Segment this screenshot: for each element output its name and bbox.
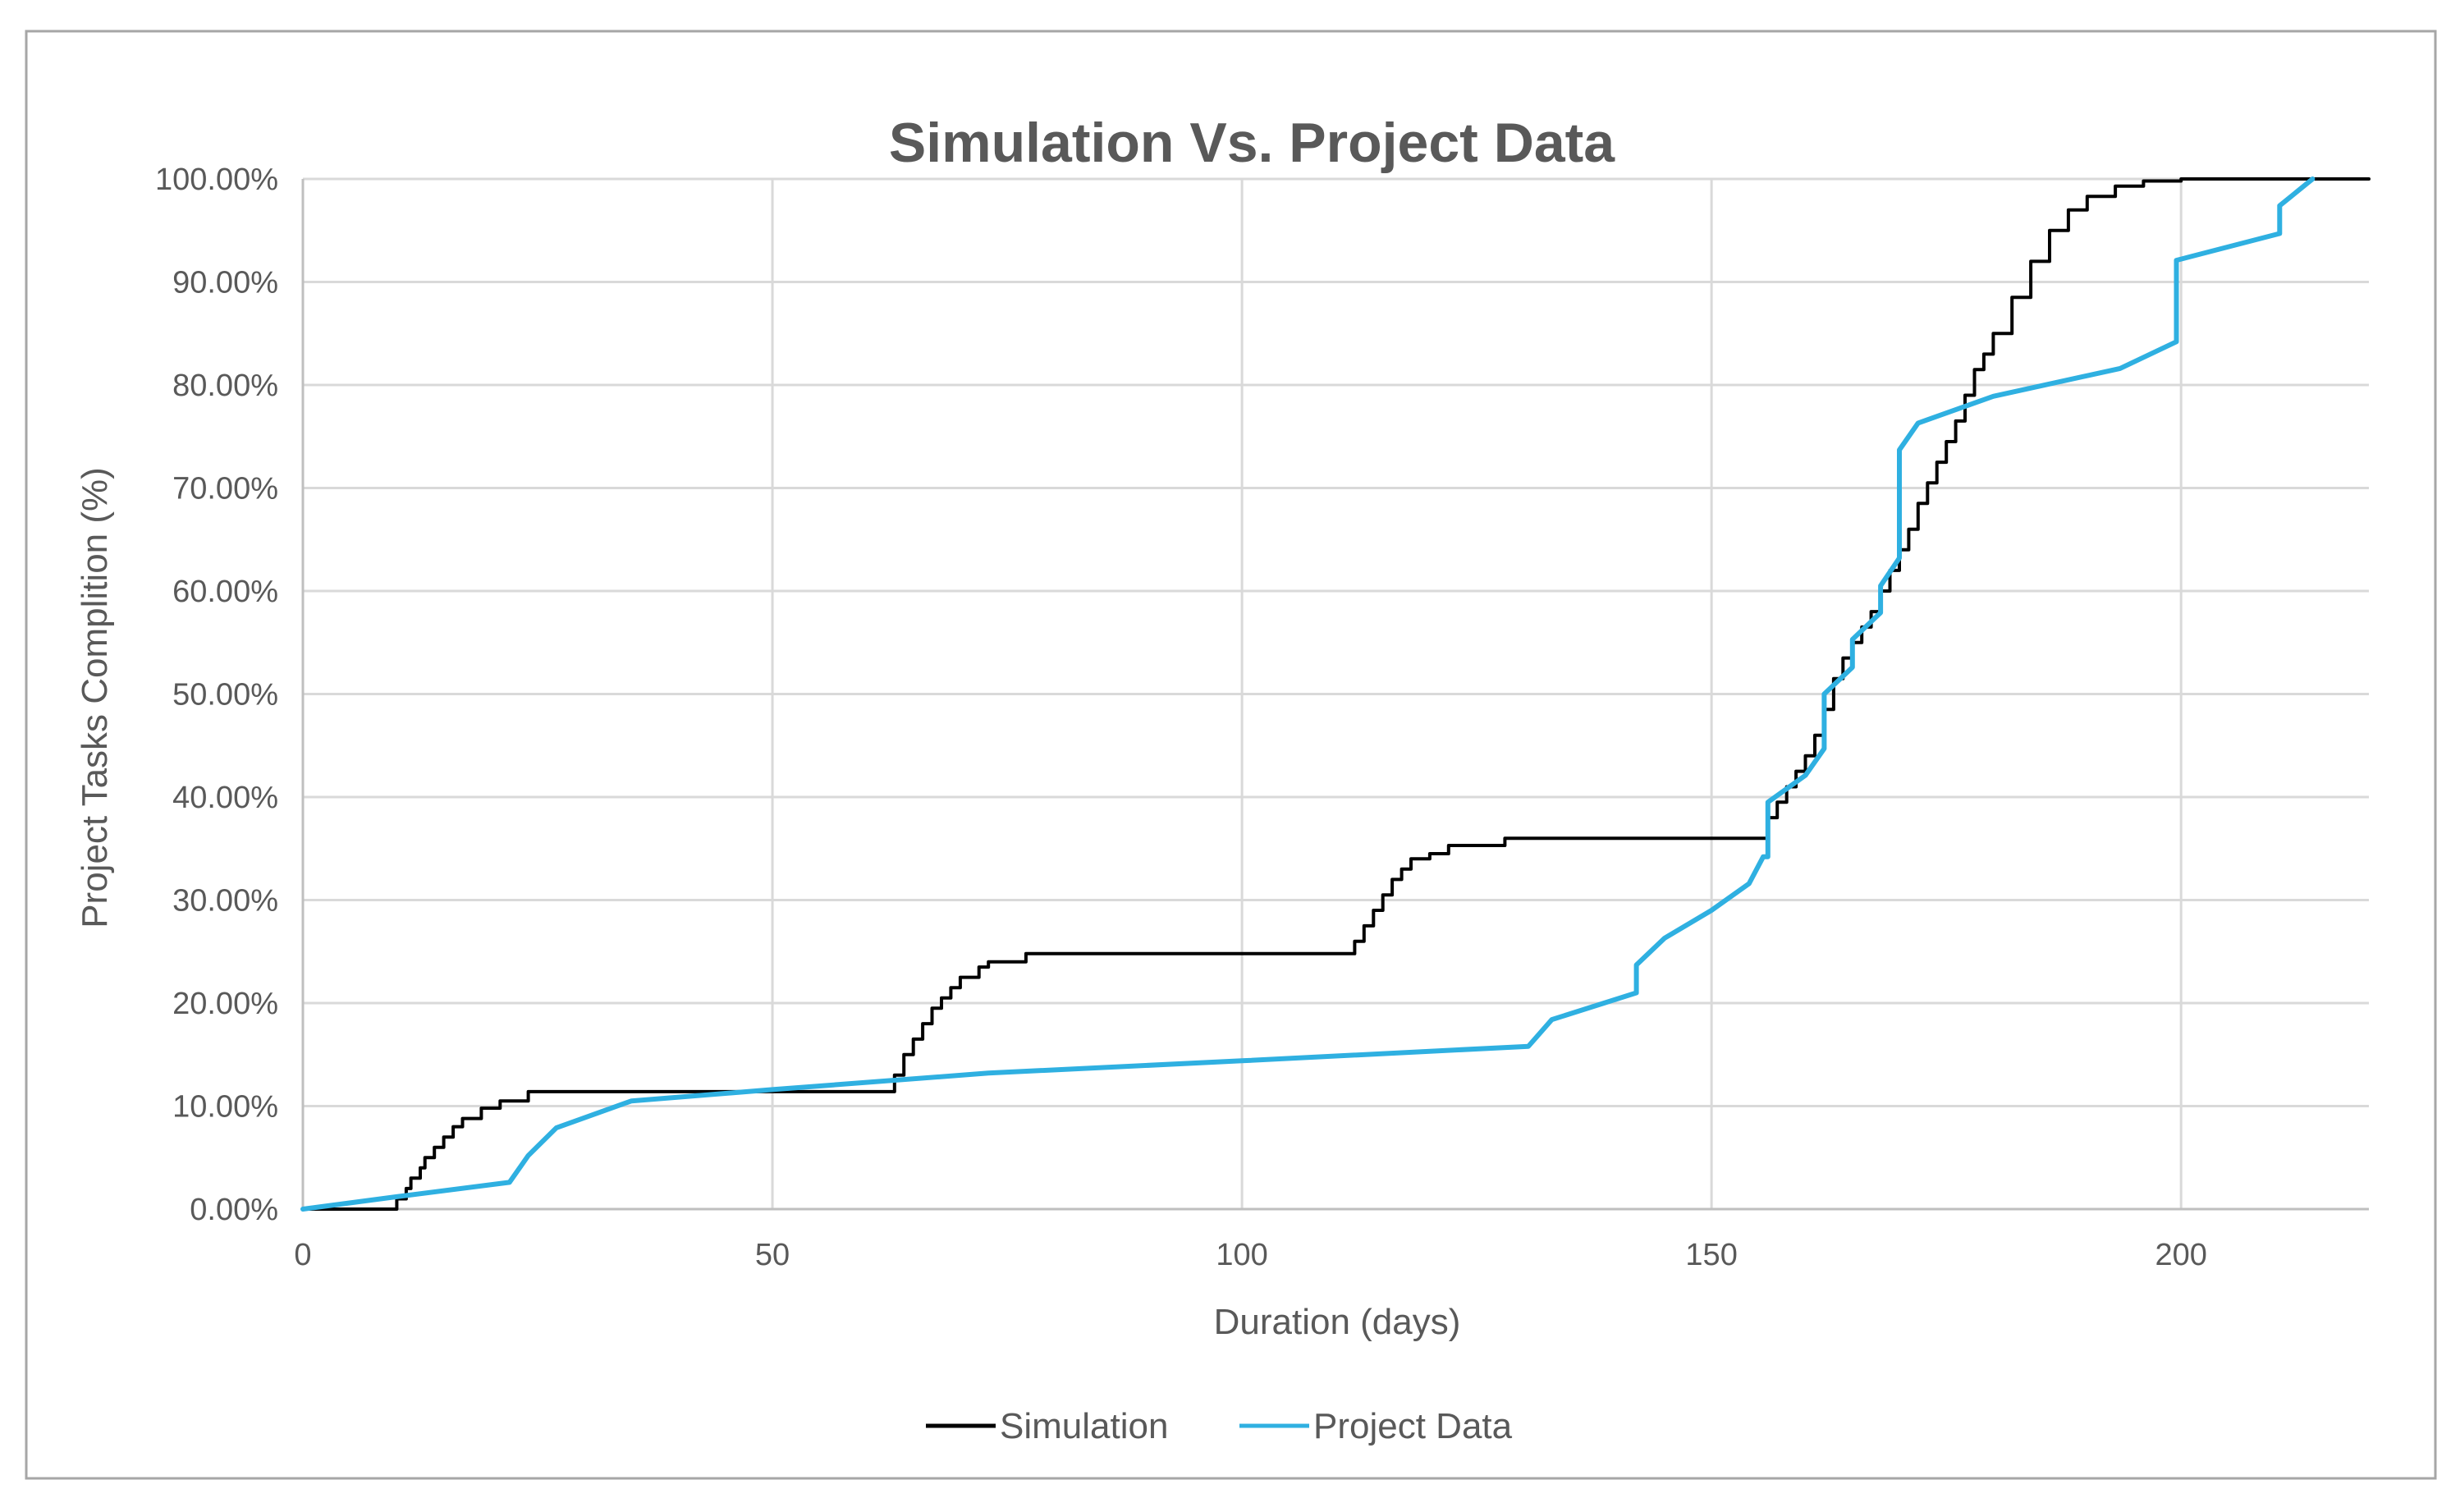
y-tick-label: 70.00% [172, 472, 278, 506]
y-tick-label: 30.00% [172, 884, 278, 919]
x-tick-label: 50 [755, 1238, 790, 1272]
y-tick-label: 0.00% [190, 1193, 278, 1227]
legend: Simulation Project Data [926, 1406, 1513, 1446]
tick-labels: 0.00% 10.00% 20.00% 30.00% 40.00% 50.00% 60.00… [155, 163, 2207, 1272]
y-tick-label: 40.00% [172, 781, 278, 815]
y-tick-label: 90.00% [172, 266, 278, 300]
chart-title: Simulation Vs. Project Data [889, 112, 1615, 174]
chart-frame [25, 30, 2437, 1480]
x-tick-label: 200 [2155, 1238, 2206, 1272]
x-tick-label: 0 [294, 1238, 311, 1272]
x-axis-title: Duration (days) [1214, 1302, 1461, 1342]
y-tick-label: 80.00% [172, 369, 278, 403]
series-line-simulation [301, 177, 2371, 1211]
gridlines [301, 177, 2369, 1211]
legend-label-simulation: Simulation [1000, 1406, 1168, 1446]
legend-label-project-data: Project Data [1313, 1406, 1513, 1446]
y-tick-label: 50.00% [172, 678, 278, 712]
y-tick-label: 20.00% [172, 987, 278, 1021]
y-tick-label: 10.00% [172, 1090, 278, 1125]
x-tick-label: 150 [1685, 1238, 1737, 1272]
series-line-project-data [300, 176, 2316, 1212]
y-tick-label: 60.00% [172, 575, 278, 609]
series-layer [300, 176, 2371, 1212]
x-tick-label: 100 [1216, 1238, 1267, 1272]
y-axis-title: Project Tasks Complition (%) [75, 467, 115, 928]
y-tick-label: 100.00% [155, 163, 278, 197]
